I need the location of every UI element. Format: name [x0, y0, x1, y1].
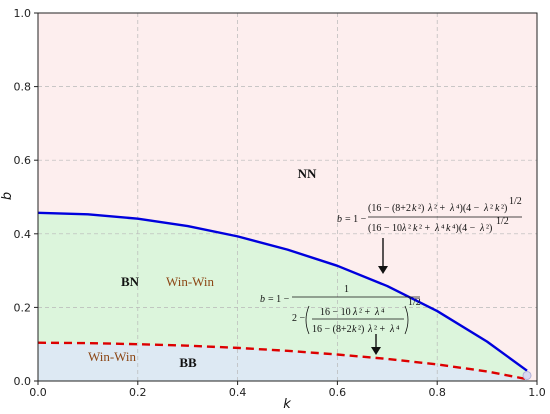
svg-text:k: k — [412, 203, 417, 214]
x-tick-label: 0.4 — [229, 386, 247, 399]
region-bb — [38, 342, 528, 381]
svg-text:= 1 −: = 1 − — [268, 294, 290, 305]
svg-text:λ: λ — [389, 324, 395, 335]
y-tick-label: 0.6 — [14, 154, 32, 167]
region-label-bb: BB — [179, 355, 197, 370]
svg-text:λ: λ — [483, 203, 489, 214]
svg-text:(16 − 10: (16 − 10 — [368, 223, 402, 234]
svg-text:1: 1 — [344, 284, 349, 295]
x-tick-label: 0.6 — [329, 386, 347, 399]
svg-text:b: b — [260, 294, 265, 305]
svg-text:1/2: 1/2 — [509, 196, 522, 207]
svg-text:²): ²) — [486, 223, 492, 234]
svg-text:λ: λ — [401, 223, 407, 234]
svg-text:² +: ² + — [374, 324, 385, 335]
svg-text:⁴: ⁴ — [441, 223, 445, 234]
svg-text:² +: ² + — [359, 307, 370, 318]
svg-text:⁴)(4 −: ⁴)(4 − — [456, 203, 480, 214]
ticks-layer: 0.0 0.2 0.4 0.6 0.8 1.0 0.0 0.2 0.4 0.6 0.8 1.0 — [14, 7, 546, 399]
svg-text:²): ²) — [501, 203, 507, 214]
win-win-label-bn: Win-Win — [166, 274, 215, 289]
x-axis-label: k — [283, 397, 291, 412]
x-tick-label: 0.2 — [129, 386, 147, 399]
svg-text:16 − 10: 16 − 10 — [320, 307, 351, 318]
svg-text:1/2: 1/2 — [496, 216, 509, 227]
svg-text:² +: ² + — [434, 203, 445, 214]
svg-text:2 −: 2 − — [292, 313, 306, 324]
svg-text:²: ² — [408, 223, 411, 234]
svg-text:² +: ² + — [419, 223, 430, 234]
svg-text:λ: λ — [434, 223, 440, 234]
svg-text:²): ²) — [358, 324, 364, 335]
svg-text:k: k — [446, 223, 451, 234]
x-tick-label: 1.0 — [528, 386, 546, 399]
plot-frame — [37, 12, 538, 382]
svg-text:(16 − (8+2: (16 − (8+2 — [368, 203, 411, 214]
region-label-nn: NN — [298, 166, 317, 181]
region-label-bn: BN — [121, 274, 140, 289]
y-axis-label: b — [0, 192, 15, 200]
svg-text:k: k — [352, 324, 357, 335]
svg-text:16 − (8+2: 16 − (8+2 — [312, 324, 352, 335]
svg-text:k: k — [413, 223, 418, 234]
svg-text:b: b — [337, 214, 342, 225]
svg-text:⁴: ⁴ — [396, 324, 400, 335]
svg-text:λ: λ — [479, 223, 485, 234]
y-tick-label: 1.0 — [14, 7, 32, 20]
svg-text:⁴)(4 −: ⁴)(4 − — [452, 223, 476, 234]
svg-text:λ: λ — [352, 307, 358, 318]
svg-text:λ: λ — [427, 203, 433, 214]
svg-text:k: k — [495, 203, 500, 214]
win-win-label-bb: Win-Win — [88, 349, 137, 364]
x-tick-label: 0.8 — [428, 386, 446, 399]
svg-text:λ: λ — [367, 324, 373, 335]
y-tick-label: 0.4 — [14, 228, 32, 241]
svg-text:²: ² — [490, 203, 493, 214]
svg-text:1/2: 1/2 — [408, 297, 421, 308]
y-tick-label: 0.0 — [14, 375, 32, 388]
svg-text:²): ²) — [418, 203, 424, 214]
y-tick-label: 0.8 — [14, 81, 32, 94]
lower-arrow — [371, 334, 381, 355]
series-layer — [37, 211, 532, 381]
region-bn — [38, 212, 528, 381]
svg-text:λ: λ — [449, 203, 455, 214]
x-tick-label: 0.0 — [29, 386, 47, 399]
upper-arrow — [378, 238, 388, 274]
svg-text:= 1 −: = 1 − — [345, 214, 367, 225]
regions-layer — [38, 13, 537, 381]
svg-text:⁴: ⁴ — [381, 307, 385, 318]
y-tick-label: 0.2 — [14, 301, 32, 314]
svg-text:λ: λ — [374, 307, 380, 318]
endpoint-marker — [522, 370, 532, 380]
